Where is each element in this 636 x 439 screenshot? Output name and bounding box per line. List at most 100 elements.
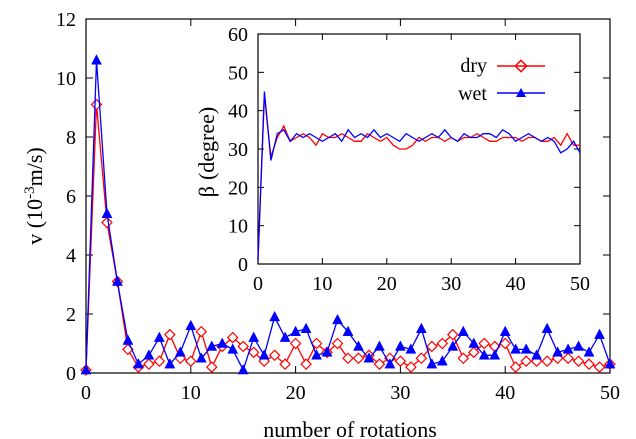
main-point-dry <box>373 358 386 370</box>
main-point-wet <box>153 331 165 342</box>
main-y-tick-label: 2 <box>66 304 76 326</box>
main-point-wet <box>290 325 302 336</box>
main-point-wet <box>237 364 249 375</box>
y-axis-title: v (10-3m/s) <box>22 147 47 244</box>
inset-x-tick-label: 10 <box>312 273 332 295</box>
main-point-wet <box>374 340 385 351</box>
main-point-wet <box>531 349 543 360</box>
main-point-wet <box>216 337 228 348</box>
main-y-tick-label: 8 <box>66 127 76 149</box>
inset-plot-frame <box>257 33 581 265</box>
main-x-tick-label: 30 <box>390 382 410 404</box>
main-x-tick-label: 50 <box>600 382 620 404</box>
y-axis-title-post: m/s) <box>22 147 47 186</box>
main-point-wet <box>520 343 532 354</box>
main-point-wet <box>132 358 144 369</box>
inset-x-tick-label: 0 <box>253 273 263 295</box>
y-axis-title-sup: -3 <box>22 186 38 199</box>
main-point-wet <box>447 340 459 351</box>
main-y-tick-label: 6 <box>66 186 76 208</box>
main-point-wet <box>510 343 522 354</box>
main-point-wet <box>279 331 291 342</box>
main-point-dry <box>331 337 344 350</box>
main-y-tick-label: 4 <box>66 245 76 267</box>
main-point-wet <box>164 358 176 369</box>
main-point-dry <box>446 328 459 341</box>
main-point-wet <box>405 343 417 354</box>
main-point-dry <box>195 325 208 338</box>
main-point-wet <box>101 207 113 218</box>
main-point-dry <box>415 352 428 365</box>
inset-axis-ticks <box>257 33 581 265</box>
main-point-wet <box>363 352 375 363</box>
main-y-tick-label: 12 <box>56 9 76 31</box>
main-point-wet <box>562 343 574 354</box>
main-point-wet <box>332 313 343 325</box>
main-point-dry <box>143 358 155 370</box>
main-point-dry <box>153 355 166 368</box>
main-point-dry <box>467 346 480 359</box>
main-point-dry <box>226 331 239 344</box>
main-point-wet <box>321 346 333 357</box>
main-point-wet <box>112 275 123 286</box>
legend-marker-dry <box>514 59 528 73</box>
main-point-dry <box>425 340 438 353</box>
main-point-dry <box>541 355 553 368</box>
inset-x-tick-label: 50 <box>570 273 590 295</box>
main-y-tick-label: 10 <box>56 68 76 90</box>
main-point-dry <box>478 337 491 350</box>
legend-label-dry: dry <box>460 55 487 77</box>
inset-series-line-dry <box>257 95 580 261</box>
main-point-wet <box>415 322 427 333</box>
x-axis-title: number of rotations <box>263 417 437 439</box>
main-point-wet <box>342 325 354 336</box>
main-point-dry <box>205 361 218 373</box>
main-point-dry <box>405 361 417 373</box>
legend: dry wet <box>458 55 545 105</box>
main-point-dry <box>593 361 606 373</box>
inset-y-axis-title-greek: β <box>194 186 219 197</box>
inset-y-tick-label: 50 <box>228 62 248 84</box>
main-point-wet <box>426 358 438 369</box>
main-point-wet <box>353 340 364 351</box>
main-x-tick-label: 20 <box>286 382 306 404</box>
y-axis-title-pre: v (10 <box>22 199 47 245</box>
main-point-wet <box>394 340 406 351</box>
main-point-dry <box>237 340 250 353</box>
inset-tick-labels: 0 10 20 30 40 50 0 10 20 30 40 50 60 <box>228 24 590 295</box>
main-point-wet <box>122 334 134 345</box>
main-point-wet <box>174 346 186 357</box>
main-point-dry <box>583 358 595 370</box>
inset-y-axis-title-text: (degree) <box>194 107 219 180</box>
main-point-dry <box>352 352 365 365</box>
main-point-wet <box>489 349 501 360</box>
main-point-wet <box>583 346 595 357</box>
main-point-dry <box>394 355 407 368</box>
main-point-wet <box>478 349 490 360</box>
main-x-tick-label: 0 <box>81 382 91 404</box>
main-point-wet <box>80 364 92 375</box>
main-point-wet <box>573 340 584 351</box>
legend-label-wet: wet <box>458 83 487 105</box>
inset-y-tick-label: 30 <box>228 139 248 161</box>
legend-marker-wet <box>516 88 526 97</box>
main-point-wet <box>468 337 480 348</box>
inset-y-tick-label: 0 <box>238 254 248 276</box>
main-tick-labels: 0 10 20 30 40 50 0 2 4 6 8 10 12 <box>56 9 620 404</box>
main-point-dry <box>184 355 197 368</box>
main-point-wet <box>384 358 396 369</box>
main-point-dry <box>101 216 113 229</box>
main-point-wet <box>552 346 564 357</box>
main-point-dry <box>499 337 512 350</box>
inset-x-tick-label: 30 <box>441 273 461 295</box>
main-point-wet <box>206 340 218 351</box>
inset-series <box>257 91 581 261</box>
main-point-dry <box>163 328 176 341</box>
main-series <box>80 54 616 376</box>
main-point-wet <box>436 355 448 366</box>
main-point-dry <box>436 337 449 350</box>
main-point-dry <box>520 355 533 368</box>
main-point-wet <box>227 343 239 354</box>
main-point-dry <box>562 352 574 365</box>
